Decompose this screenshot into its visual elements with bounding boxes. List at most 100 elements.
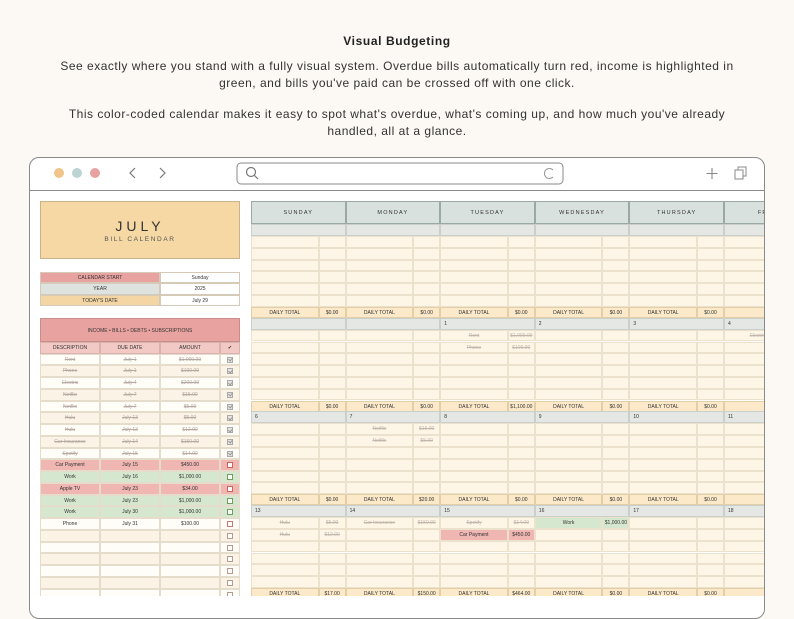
day-item-amount bbox=[318, 236, 346, 248]
forward-button[interactable] bbox=[159, 167, 166, 179]
setting-value: July 29 bbox=[160, 294, 240, 306]
day-item-amount: $5.00 bbox=[413, 435, 441, 447]
day-item bbox=[534, 259, 603, 272]
date-cell: 14 bbox=[345, 505, 441, 518]
bill-cell bbox=[40, 576, 100, 589]
day-item bbox=[440, 353, 508, 366]
day-item-amount bbox=[602, 376, 630, 389]
checkbox[interactable] bbox=[227, 497, 233, 504]
day-item bbox=[629, 341, 697, 354]
window-dot[interactable] bbox=[90, 168, 100, 178]
day-item-amount bbox=[697, 517, 724, 529]
day-item: Car Payment bbox=[440, 528, 508, 541]
day-item-amount bbox=[602, 458, 630, 471]
checkbox[interactable] bbox=[227, 556, 233, 563]
day-item-amount bbox=[507, 376, 535, 389]
checkbox[interactable] bbox=[227, 438, 233, 445]
checkbox[interactable] bbox=[227, 450, 233, 457]
refresh-button[interactable] bbox=[544, 168, 554, 179]
day-item-amount bbox=[318, 458, 346, 471]
day-item-amount bbox=[602, 329, 630, 342]
date-cell: 9 bbox=[534, 411, 630, 424]
new-tab-button[interactable] bbox=[706, 168, 718, 179]
day-item-amount bbox=[318, 295, 346, 307]
day-item-amount bbox=[602, 365, 630, 377]
day-item bbox=[345, 295, 414, 307]
daily-total: $0.00 bbox=[507, 494, 535, 506]
total-label: DAILY TOTAL bbox=[345, 587, 414, 596]
paragraph: This color-coded calendar makes it easy … bbox=[68, 107, 726, 138]
window-dot[interactable] bbox=[72, 168, 82, 178]
day-item bbox=[251, 552, 319, 565]
day-item bbox=[724, 259, 764, 272]
day-item bbox=[534, 236, 603, 248]
checkbox[interactable] bbox=[227, 368, 233, 375]
bill-cell: $1,000.00 bbox=[160, 353, 220, 366]
day-item-amount bbox=[602, 283, 630, 295]
date-cell bbox=[724, 224, 764, 236]
day-item bbox=[629, 435, 697, 447]
checkbox[interactable] bbox=[227, 403, 233, 410]
day-item bbox=[534, 271, 603, 284]
bill-cell: $1,000.00 bbox=[160, 471, 220, 483]
checkbox[interactable] bbox=[227, 521, 233, 527]
checkbox[interactable] bbox=[227, 544, 233, 551]
bill-cell: $150.00 bbox=[160, 435, 220, 448]
day-item bbox=[724, 540, 764, 553]
checkbox[interactable] bbox=[227, 591, 233, 596]
checkbox[interactable] bbox=[227, 415, 233, 422]
checkbox[interactable] bbox=[227, 568, 233, 574]
day-item-amount bbox=[697, 376, 724, 389]
day-item-amount bbox=[507, 435, 535, 447]
bill-cell: July 15 bbox=[100, 459, 160, 471]
day-item-amount bbox=[318, 259, 346, 272]
daily-total: $0.00 bbox=[602, 587, 630, 596]
bills-title: INCOME • BILLS • DEBTS • SUBSCRIPTIONS bbox=[40, 318, 240, 342]
column-header: DESCRIPTION bbox=[40, 342, 100, 354]
bill-cell: Work bbox=[40, 506, 100, 518]
checkbox[interactable] bbox=[227, 380, 233, 386]
checkbox[interactable] bbox=[227, 509, 233, 516]
setting-value: Sunday bbox=[160, 272, 240, 284]
checkbox[interactable] bbox=[227, 485, 233, 492]
setting-label: TODAY'S DATE bbox=[40, 294, 160, 306]
day-item-amount bbox=[413, 564, 441, 577]
date-cell bbox=[251, 317, 346, 330]
checkbox[interactable] bbox=[227, 391, 233, 398]
date-cell: 3 bbox=[629, 317, 724, 330]
search-icon bbox=[254, 175, 259, 180]
checkbox[interactable] bbox=[227, 427, 233, 433]
bill-cell bbox=[160, 588, 220, 596]
day-item-amount bbox=[413, 341, 441, 354]
day-header: TUESDAY bbox=[440, 201, 535, 224]
day-item-amount bbox=[318, 283, 346, 295]
checkbox[interactable] bbox=[227, 356, 233, 363]
day-item-amount bbox=[697, 236, 724, 248]
day-item bbox=[724, 271, 764, 284]
bill-cell bbox=[160, 576, 220, 589]
day-item-amount bbox=[602, 295, 630, 307]
day-item bbox=[629, 329, 697, 342]
day-item bbox=[345, 247, 414, 260]
tabs-button[interactable] bbox=[737, 166, 747, 177]
day-item: Phone bbox=[440, 341, 508, 354]
checkbox[interactable] bbox=[227, 532, 233, 539]
tabs-button[interactable] bbox=[734, 169, 744, 180]
back-button[interactable] bbox=[129, 167, 136, 179]
day-item-amount bbox=[602, 576, 630, 588]
checkbox[interactable] bbox=[227, 462, 233, 469]
day-item bbox=[629, 552, 697, 565]
day-item-amount: $150.00 bbox=[413, 517, 441, 529]
day-item bbox=[440, 458, 508, 471]
checkbox[interactable] bbox=[227, 579, 233, 586]
day-item-amount bbox=[697, 528, 724, 541]
day-item bbox=[345, 470, 414, 483]
daily-total: $0.00 bbox=[697, 400, 724, 412]
day-item-amount bbox=[318, 329, 346, 342]
day-item-amount bbox=[507, 236, 535, 248]
address-bar[interactable] bbox=[236, 162, 564, 185]
window-dot[interactable] bbox=[54, 168, 64, 178]
day-item bbox=[724, 388, 764, 401]
day-item bbox=[629, 564, 697, 577]
checkbox[interactable] bbox=[227, 474, 233, 480]
